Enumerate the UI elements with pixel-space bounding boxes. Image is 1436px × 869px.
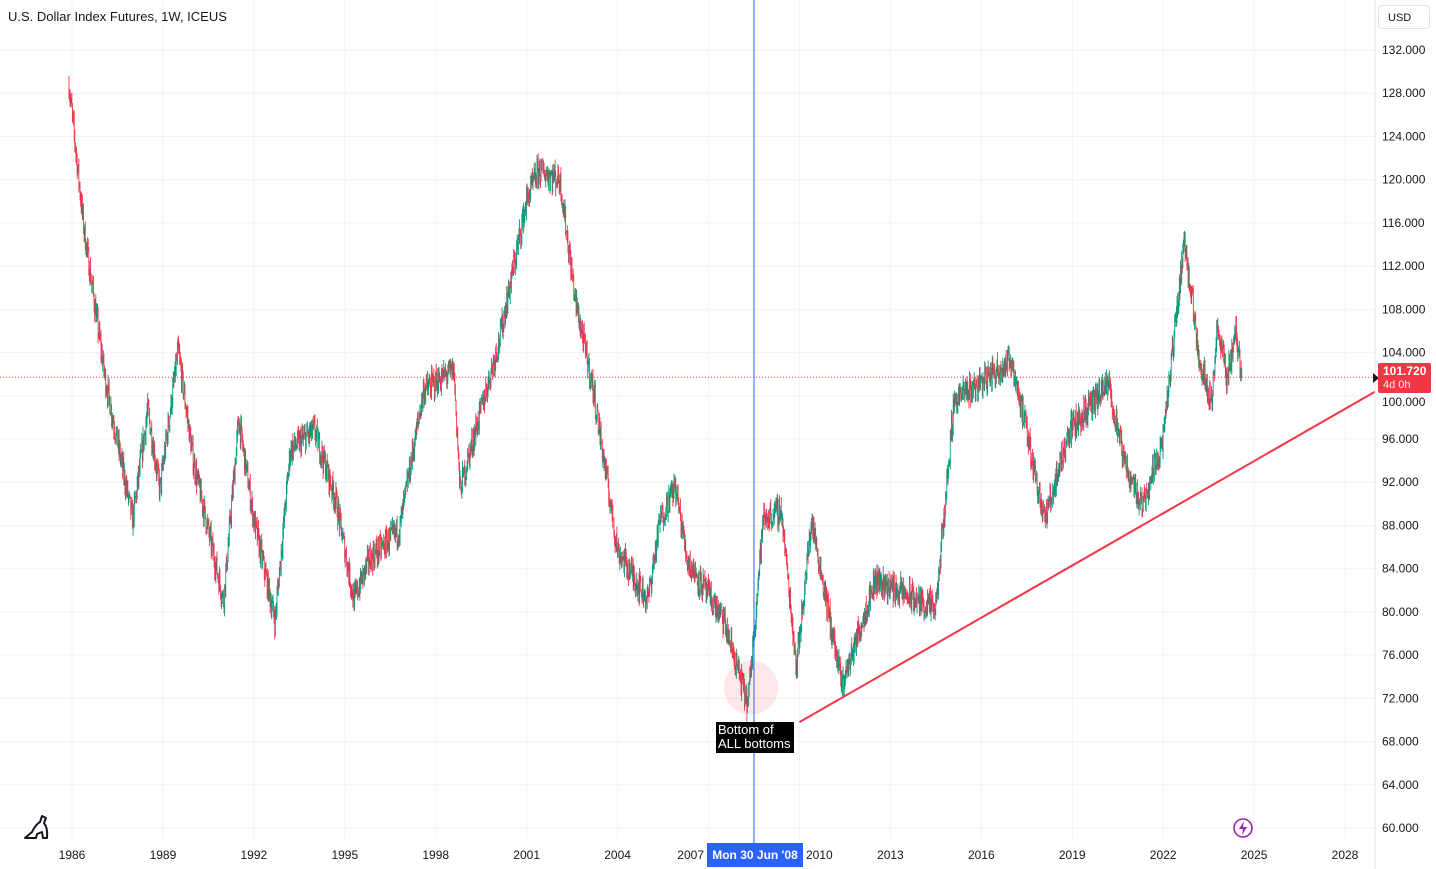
- bar-countdown: 4d 0h: [1383, 379, 1411, 391]
- y-tick-label: 116.000: [1382, 216, 1425, 230]
- y-tick-label: 112.000: [1382, 259, 1425, 273]
- y-tick-label: 92.000: [1382, 475, 1419, 489]
- x-tick-label: 1998: [422, 848, 449, 862]
- last-price-marker-icon: [1373, 373, 1379, 383]
- chart-title: U.S. Dollar Index Futures, 1W, ICEUS: [8, 9, 227, 24]
- y-tick-label: 72.000: [1382, 691, 1419, 705]
- crosshair-date-label: Mon 30 Jun '08: [707, 843, 803, 867]
- y-tick-label: 76.000: [1382, 648, 1419, 662]
- tradingview-dino-icon[interactable]: [22, 812, 52, 842]
- y-tick-label: 84.000: [1382, 562, 1419, 576]
- x-tick-label: 2001: [513, 848, 540, 862]
- x-tick-label: 1986: [59, 848, 86, 862]
- x-tick-label: 2007: [677, 848, 704, 862]
- y-tick-label: 88.000: [1382, 518, 1419, 532]
- y-tick-label: 80.000: [1382, 605, 1419, 619]
- x-tick-label: 2016: [968, 848, 995, 862]
- x-tick-label: 2013: [877, 848, 904, 862]
- lightning-icon[interactable]: [1232, 817, 1254, 839]
- y-tick-label: 120.000: [1382, 173, 1426, 187]
- currency-button[interactable]: USD: [1378, 5, 1430, 29]
- x-tick-label: 2025: [1241, 848, 1268, 862]
- text-annotation[interactable]: Bottom of ALL bottoms: [716, 722, 794, 753]
- last-price-tag: 101.720 4d 0h: [1378, 363, 1431, 393]
- y-tick-label: 132.000: [1382, 43, 1426, 57]
- x-tick-label: 2028: [1332, 848, 1359, 862]
- y-tick-label: 68.000: [1382, 735, 1419, 749]
- y-tick-label: 104.000: [1382, 346, 1426, 360]
- y-tick-label: 124.000: [1382, 129, 1426, 143]
- trend-line[interactable]: [798, 390, 1376, 724]
- y-tick-label: 60.000: [1382, 821, 1419, 835]
- x-tick-label: 1995: [331, 848, 358, 862]
- y-tick-label: 96.000: [1382, 432, 1419, 446]
- x-tick-label: 2022: [1150, 848, 1177, 862]
- x-tick-label: 1992: [241, 848, 268, 862]
- highlight-circle[interactable]: [723, 660, 778, 715]
- y-tick-label: 128.000: [1382, 86, 1426, 100]
- annotation-line-1: Bottom of: [718, 722, 774, 737]
- x-tick-label: 2019: [1059, 848, 1086, 862]
- last-price: 101.720: [1383, 364, 1427, 378]
- x-tick-label: 2004: [604, 848, 631, 862]
- annotation-line-2: ALL bottoms: [718, 736, 791, 751]
- x-tick-label: 2010: [806, 848, 833, 862]
- y-tick-label: 64.000: [1382, 778, 1419, 792]
- y-tick-label: 100.000: [1382, 395, 1426, 409]
- x-tick-label: 1989: [150, 848, 177, 862]
- y-tick-label: 108.000: [1382, 302, 1426, 316]
